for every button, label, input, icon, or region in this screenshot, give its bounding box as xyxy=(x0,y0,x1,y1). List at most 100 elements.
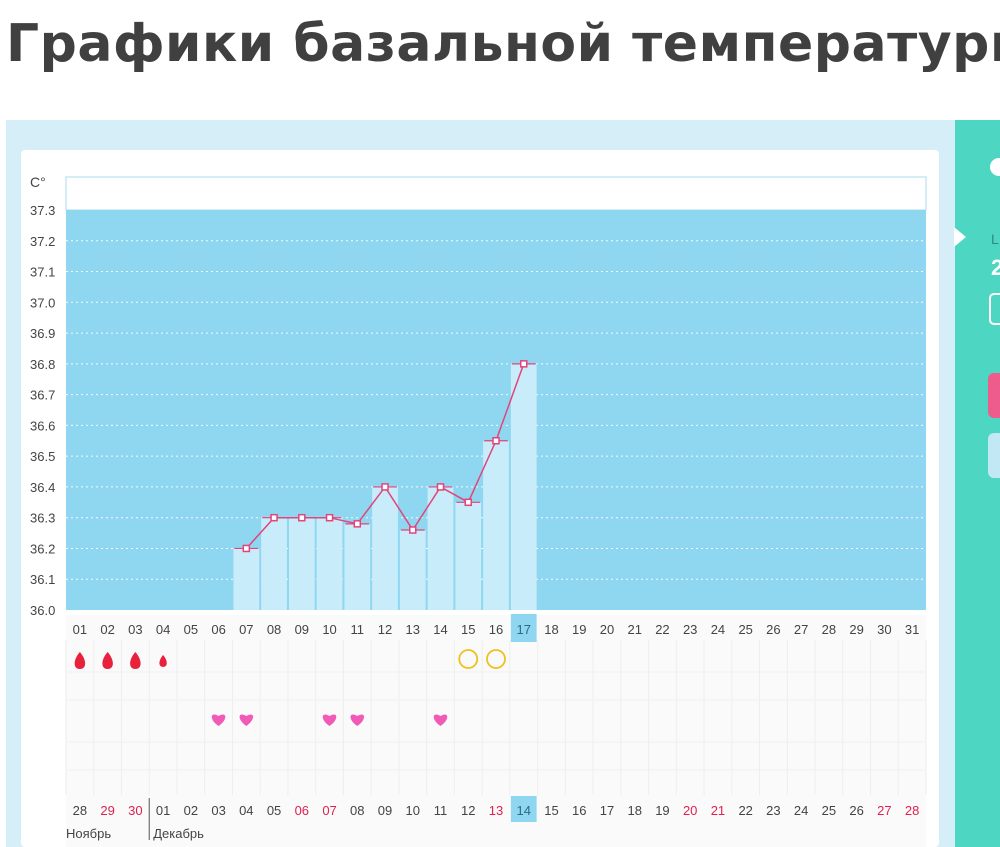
calendar-date-label: 22 xyxy=(738,803,752,818)
calendar-date-label: 08 xyxy=(350,803,364,818)
y-tick-label: 36.9 xyxy=(30,326,55,341)
y-tick-label: 36.6 xyxy=(30,418,55,433)
calendar-date-label: 24 xyxy=(794,803,808,818)
temperature-bar xyxy=(510,363,537,610)
y-tick-label: 36.3 xyxy=(30,511,55,526)
menstruation-drop-icon xyxy=(130,652,141,669)
month-label: Ноябрь xyxy=(66,826,111,841)
calendar-date-label: 10 xyxy=(406,803,420,818)
temperature-point xyxy=(409,526,417,534)
y-tick-label: 36.7 xyxy=(30,388,55,403)
cycle-day-label: 22 xyxy=(655,622,669,637)
y-tick-label: 37.1 xyxy=(30,265,55,280)
side-input[interactable] xyxy=(989,293,1000,325)
calendar-date-label: 29 xyxy=(100,803,114,818)
temperature-bar xyxy=(483,440,509,610)
calendar-date-label: 27 xyxy=(877,803,891,818)
temperature-point xyxy=(242,544,251,553)
calendar-date-label: 12 xyxy=(461,803,475,818)
y-tick-label: 36.8 xyxy=(30,357,55,372)
y-tick-label: 36.2 xyxy=(30,541,55,556)
temperature-bar xyxy=(427,486,454,610)
cycle-day-label: 14 xyxy=(433,622,447,637)
calendar-date-label: 05 xyxy=(267,803,281,818)
cycle-day-label: 21 xyxy=(627,622,641,637)
side-panel xyxy=(954,120,1000,847)
calendar-date-label: 18 xyxy=(627,803,641,818)
cycle-day-label: 09 xyxy=(295,622,309,637)
calendar-date-label: 11 xyxy=(434,803,448,818)
calendar-date-label: 21 xyxy=(711,803,725,818)
cycle-day-label: 05 xyxy=(184,622,198,637)
temperature-point xyxy=(298,513,306,522)
heart-icon xyxy=(322,714,337,726)
calendar-date-label: 28 xyxy=(73,803,87,818)
cycle-day-label: 02 xyxy=(100,622,114,637)
cycle-day-label: 08 xyxy=(267,622,281,637)
plot-top-strip xyxy=(65,176,927,211)
current-date-highlight xyxy=(510,796,537,822)
y-tick-label: 36.4 xyxy=(30,480,55,495)
ovulation-test-icon xyxy=(486,649,506,669)
cycle-day-label: 13 xyxy=(406,622,420,637)
page-title: Графики базальной температуры xyxy=(6,14,1000,74)
temperature-bar xyxy=(261,517,287,610)
menstruation-drop-icon xyxy=(159,655,167,667)
cycle-day-label: 19 xyxy=(572,622,586,637)
y-tick-label: 36.5 xyxy=(30,449,55,464)
temperature-point xyxy=(436,483,445,491)
cycle-day-label: 04 xyxy=(156,622,170,637)
temperature-bar xyxy=(288,517,315,610)
y-tick-label: 37.2 xyxy=(30,234,55,249)
temperature-point xyxy=(353,520,362,528)
calendar-date-label: 09 xyxy=(378,803,392,818)
cycle-day-label: 16 xyxy=(489,622,503,637)
side-label: L xyxy=(991,231,999,247)
calendar-date-label: 02 xyxy=(184,803,198,818)
y-tick-label: 36.1 xyxy=(30,572,55,587)
y-tick-label: 37.3 xyxy=(30,203,55,218)
calendar-date-label: 14 xyxy=(517,803,531,818)
calendar-date-label: 15 xyxy=(544,803,558,818)
heart-icon xyxy=(211,714,226,726)
temperature-point xyxy=(492,437,500,445)
cycle-day-label: 31 xyxy=(905,622,919,637)
temperature-point xyxy=(381,483,389,491)
symbols-area xyxy=(66,615,926,847)
calendar-date-label: 13 xyxy=(489,803,503,818)
y-unit-label: C° xyxy=(30,174,46,190)
side-radio-icon[interactable] xyxy=(990,158,1000,176)
calendar-date-label: 25 xyxy=(822,803,836,818)
cycle-day-label: 15 xyxy=(461,622,475,637)
temperature-bar xyxy=(399,530,426,610)
cycle-day-label: 26 xyxy=(766,622,780,637)
temperature-bar xyxy=(316,517,343,610)
cycle-day-label: 01 xyxy=(73,622,87,637)
cycle-day-label: 27 xyxy=(794,622,808,637)
panel-pointer-arrow xyxy=(954,227,966,247)
current-day-highlight xyxy=(510,614,537,642)
cycle-day-label: 18 xyxy=(544,622,558,637)
temperature-bar xyxy=(344,523,371,610)
calendar-date-label: 28 xyxy=(905,803,919,818)
calendar-date-label: 04 xyxy=(239,803,253,818)
cycle-day-label: 29 xyxy=(849,622,863,637)
cycle-day-label: 24 xyxy=(711,622,725,637)
side-blue-button[interactable] xyxy=(988,433,1000,478)
cycle-day-label: 28 xyxy=(822,622,836,637)
cycle-day-label: 06 xyxy=(211,622,225,637)
temperature-bar xyxy=(455,502,482,610)
cycle-day-label: 20 xyxy=(600,622,614,637)
cycle-day-label: 11 xyxy=(351,622,365,637)
heart-icon xyxy=(350,714,365,726)
y-tick-label: 36.0 xyxy=(30,603,55,618)
calendar-date-label: 01 xyxy=(156,803,170,818)
month-label: Декабрь xyxy=(153,826,204,841)
cycle-day-label: 23 xyxy=(683,622,697,637)
heart-icon xyxy=(239,714,254,726)
cycle-day-label: 10 xyxy=(322,622,336,637)
calendar-date-label: 19 xyxy=(655,803,669,818)
side-pink-button[interactable] xyxy=(988,373,1000,418)
menstruation-drop-icon xyxy=(74,652,86,669)
